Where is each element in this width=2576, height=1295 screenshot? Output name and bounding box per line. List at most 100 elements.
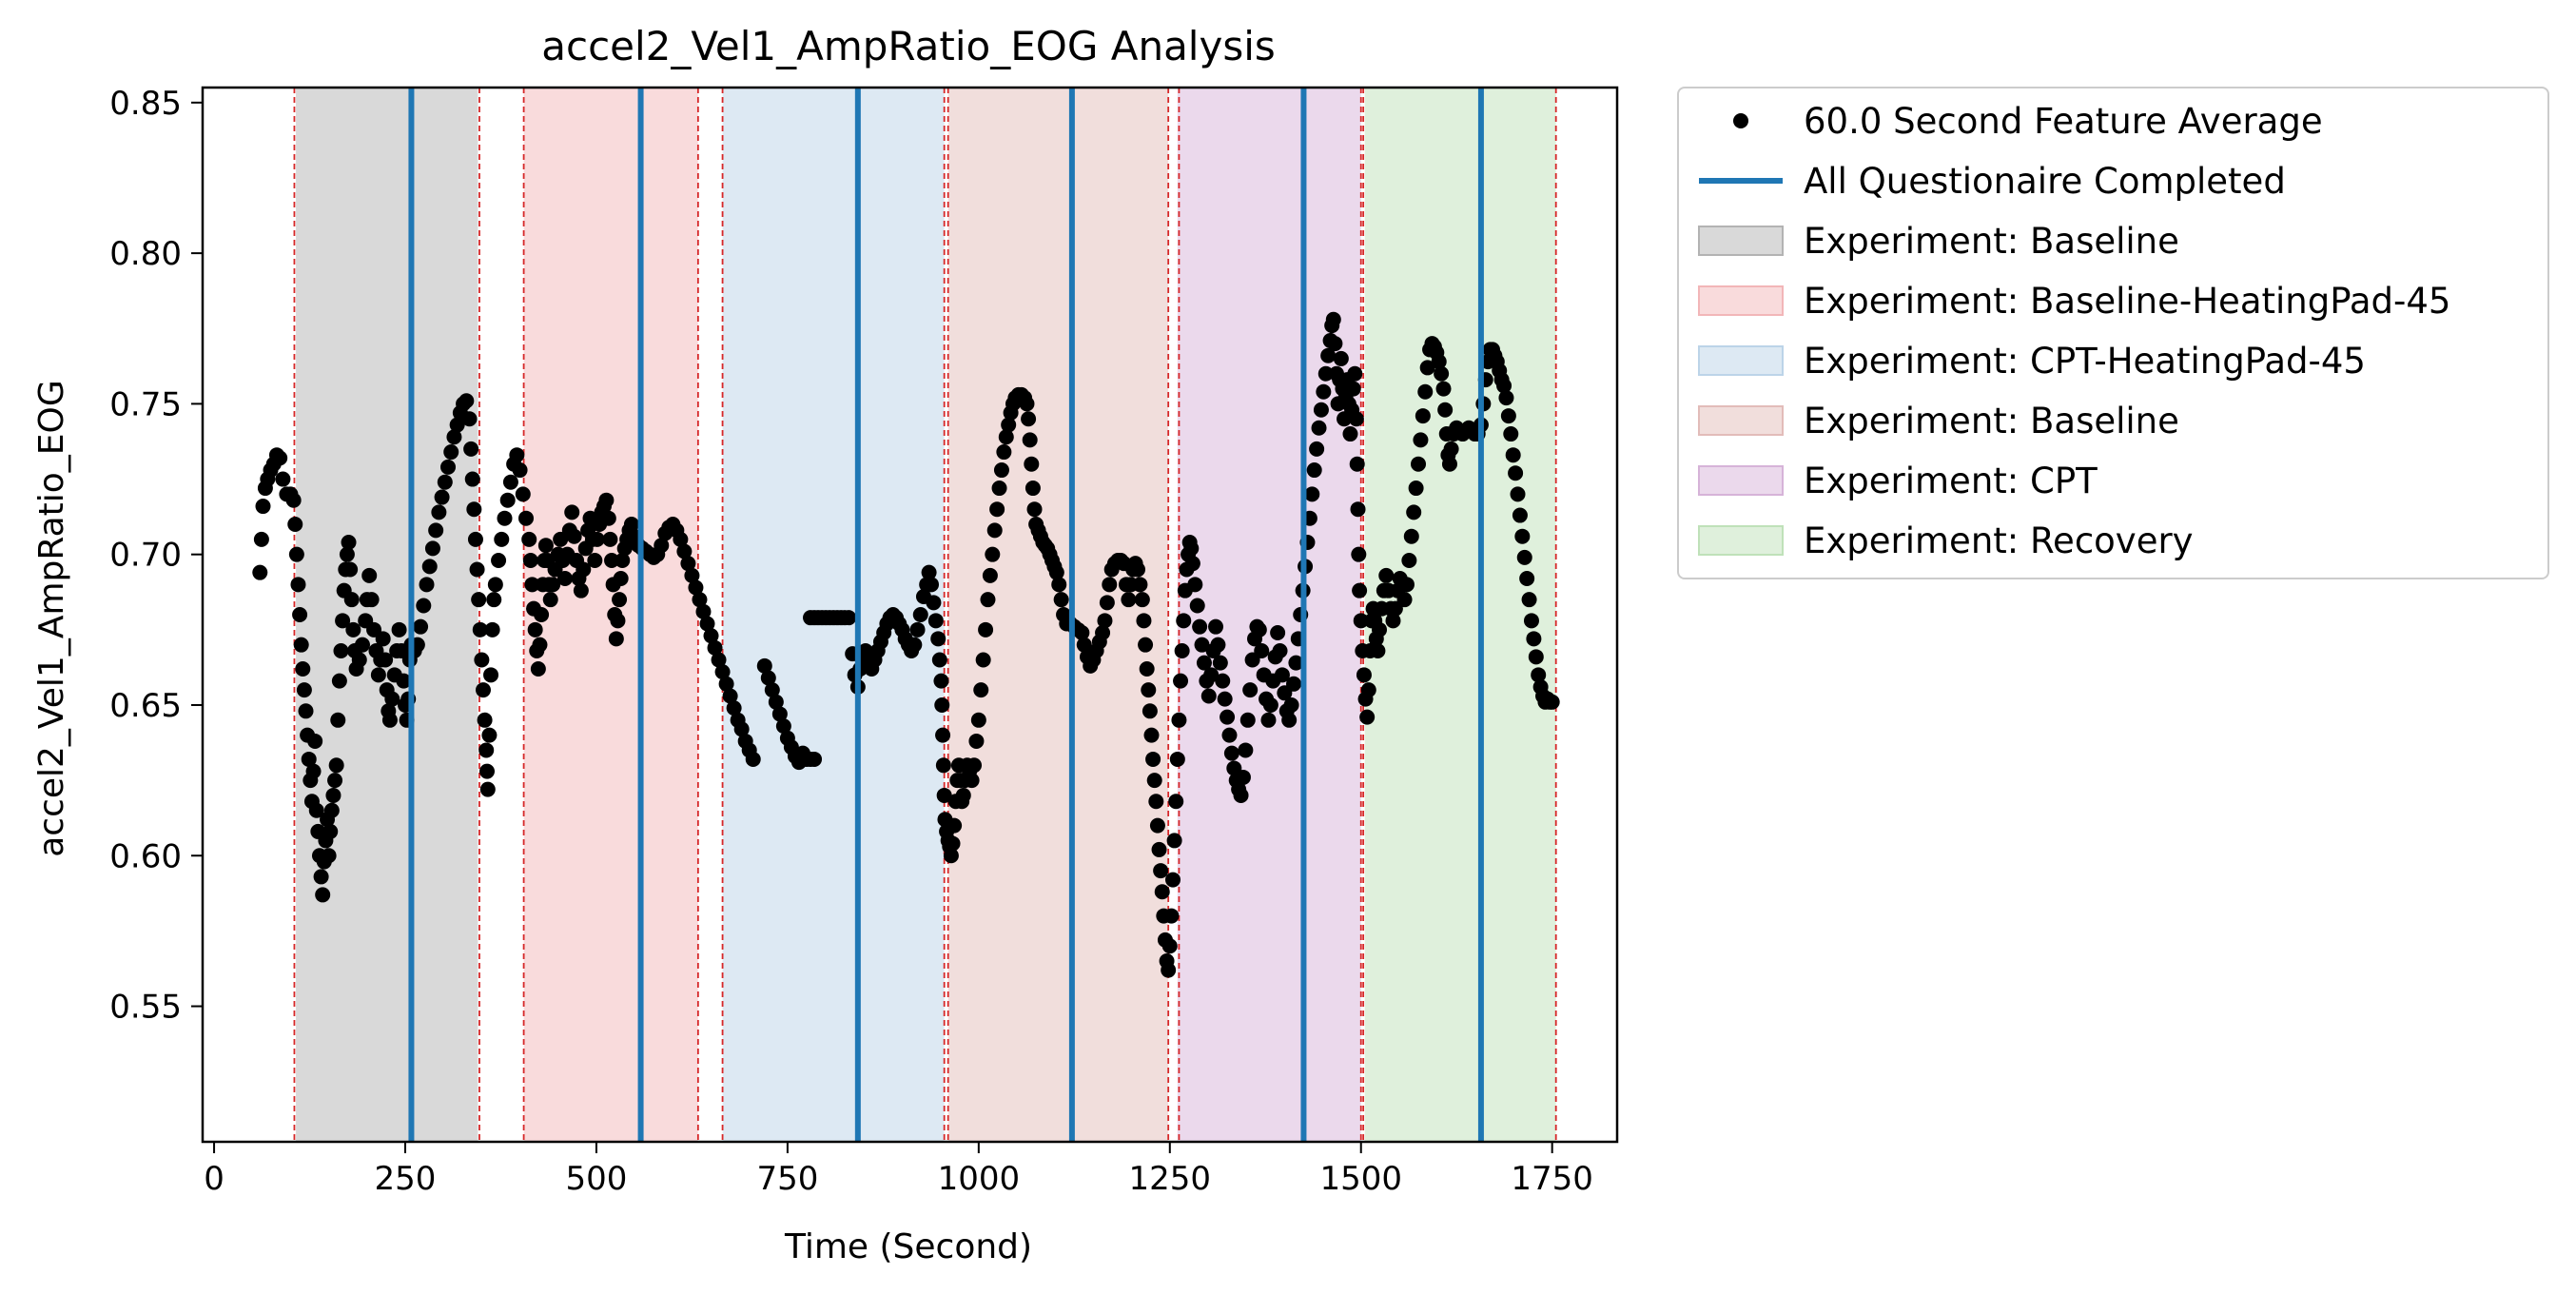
data-point: [252, 564, 268, 580]
data-point: [1406, 504, 1422, 520]
data-point: [527, 621, 543, 638]
data-point: [1496, 378, 1512, 394]
data-point: [1283, 697, 1299, 713]
legend-swatch-icon: [1698, 226, 1784, 256]
legend-entry-label: 60.0 Second Feature Average: [1804, 101, 2323, 142]
data-point: [1351, 546, 1367, 562]
data-point: [1134, 592, 1150, 608]
data-point: [1161, 938, 1178, 954]
y-tick-label: 0.70: [109, 537, 182, 575]
data-point: [354, 637, 370, 653]
data-point: [308, 802, 324, 818]
data-point: [608, 631, 624, 647]
data-point: [440, 459, 457, 475]
data-point: [993, 462, 1009, 479]
data-point: [1143, 727, 1160, 743]
data-point: [478, 742, 495, 758]
data-point: [978, 621, 994, 638]
data-point: [1512, 507, 1528, 523]
data-point: [935, 757, 951, 774]
data-point: [602, 531, 618, 547]
data-point: [1203, 667, 1220, 683]
data-point: [1024, 456, 1040, 472]
data-point: [722, 688, 738, 704]
data-point: [315, 887, 331, 903]
data-point: [288, 546, 304, 562]
data-point: [1149, 817, 1165, 834]
legend-swatch-icon: [1698, 345, 1784, 376]
data-point: [1503, 426, 1519, 442]
data-point: [1223, 745, 1239, 761]
data-point: [491, 553, 507, 569]
data-point: [497, 510, 513, 526]
x-tick-label: 500: [565, 1160, 627, 1198]
legend-swatch-icon: [1698, 465, 1784, 496]
x-tick-label: 1500: [1319, 1160, 1402, 1198]
data-point: [339, 546, 355, 562]
data-point: [1441, 456, 1457, 472]
data-point: [955, 787, 971, 803]
data-point: [545, 577, 561, 593]
data-point: [1048, 564, 1064, 580]
data-point: [707, 639, 723, 656]
data-point: [756, 657, 772, 674]
data-point: [1196, 655, 1212, 671]
data-point: [1360, 682, 1376, 698]
data-point: [502, 474, 518, 490]
data-point: [623, 517, 639, 533]
data-point: [1242, 682, 1259, 698]
legend-swatch-icon: [1698, 405, 1784, 436]
data-point: [1385, 613, 1401, 629]
data-point: [1528, 649, 1544, 665]
data-point: [463, 441, 479, 457]
data-point: [477, 712, 493, 728]
data-point: [980, 592, 996, 608]
data-point: [771, 706, 788, 722]
data-point: [654, 538, 670, 554]
x-tick-label: 250: [375, 1160, 437, 1198]
y-tick-label: 0.55: [109, 989, 182, 1027]
data-point: [1408, 481, 1424, 497]
data-point: [1189, 598, 1205, 614]
data-point: [1166, 833, 1182, 849]
y-tick-label: 0.80: [109, 235, 182, 273]
data-point: [475, 682, 491, 698]
data-point: [676, 543, 693, 559]
data-point: [1161, 962, 1177, 978]
data-point: [471, 592, 487, 608]
legend-entry-label: Experiment: Baseline: [1804, 401, 2179, 441]
data-point: [534, 607, 550, 622]
data-point: [935, 727, 951, 743]
data-point: [1233, 787, 1249, 803]
data-point: [391, 621, 407, 638]
data-point: [487, 577, 503, 593]
x-tick-label: 0: [204, 1160, 224, 1198]
data-point: [494, 531, 510, 547]
data-point: [566, 528, 582, 544]
data-point: [343, 592, 360, 608]
data-point: [361, 567, 378, 583]
data-point: [1356, 667, 1372, 683]
data-point: [966, 757, 983, 774]
data-point: [714, 664, 731, 680]
data-point: [472, 621, 488, 638]
data-point: [1053, 592, 1069, 608]
data-point: [1342, 426, 1358, 442]
data-point: [542, 592, 558, 608]
y-tick-label: 0.65: [109, 687, 182, 725]
data-point: [1498, 390, 1514, 406]
data-point: [921, 564, 937, 580]
data-point: [968, 733, 985, 749]
data-point: [975, 652, 991, 668]
data-point: [1352, 582, 1368, 598]
data-point: [363, 592, 380, 608]
data-point: [322, 823, 339, 839]
legend-entry-label: Experiment: Recovery: [1804, 520, 2194, 561]
data-point: [1138, 637, 1154, 653]
data-point: [1130, 561, 1146, 578]
data-point: [775, 718, 791, 735]
data-point: [1139, 660, 1155, 677]
data-point: [290, 577, 306, 593]
data-point: [931, 652, 947, 668]
